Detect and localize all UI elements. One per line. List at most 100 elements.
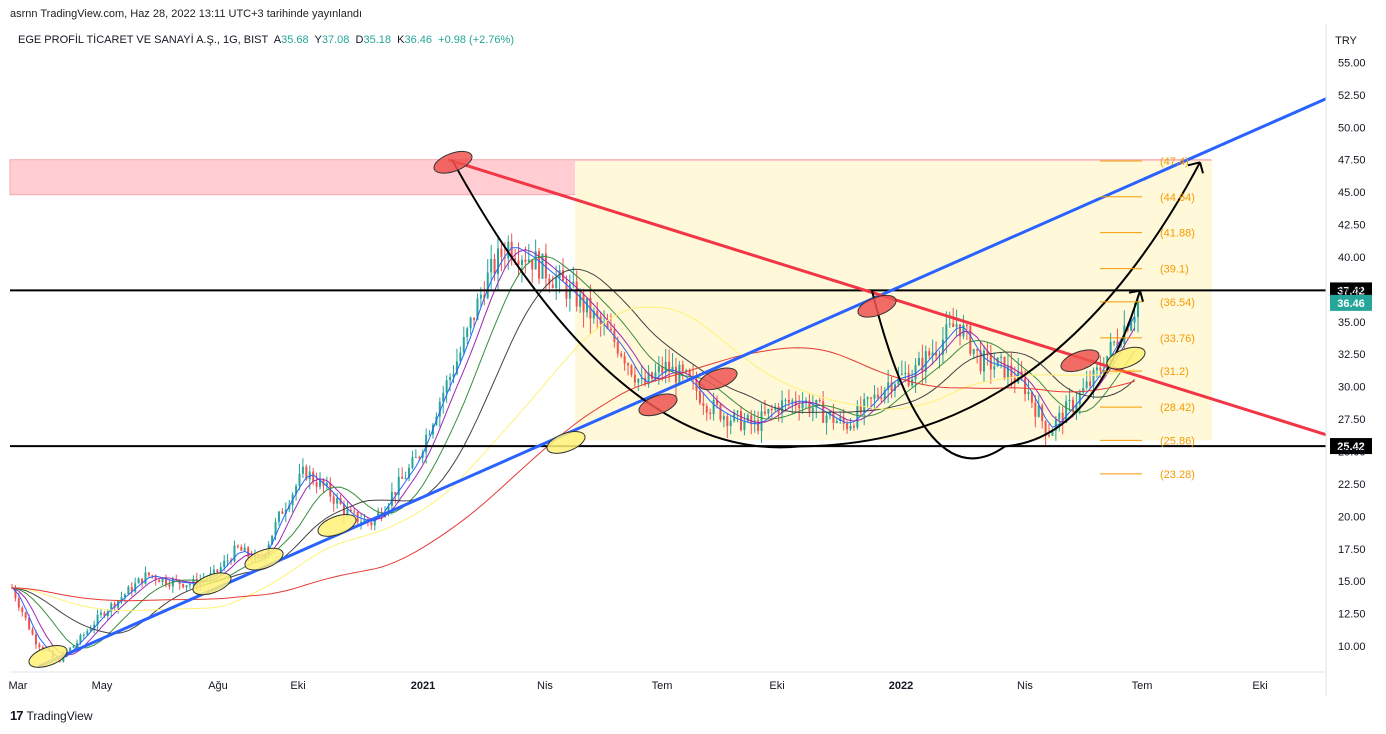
- candle-body: [825, 415, 828, 423]
- candle-body: [1048, 435, 1051, 437]
- touch-ellipse: [317, 514, 357, 537]
- candle-body: [452, 373, 455, 377]
- candle-body: [959, 324, 962, 337]
- touch-ellipse: [1106, 346, 1146, 370]
- candle-body: [637, 379, 640, 383]
- touch-ellipse: [192, 572, 232, 596]
- candle-body: [520, 259, 523, 265]
- candle-body: [729, 420, 732, 427]
- candle-body: [726, 416, 729, 427]
- candle-body: [1010, 365, 1013, 378]
- candle-body: [931, 352, 934, 356]
- fib-level-label: (39.1): [1160, 264, 1189, 276]
- brand-name: TradingView: [26, 708, 93, 723]
- candle-body: [873, 394, 876, 399]
- x-tick-label: Nis: [1017, 680, 1033, 692]
- candle-body: [846, 423, 849, 430]
- candle-body: [1013, 377, 1016, 383]
- candle-body: [798, 405, 801, 409]
- candle-body: [1092, 370, 1095, 387]
- candle-body: [1051, 430, 1054, 436]
- pivot-ellipse: [638, 393, 678, 417]
- candle-body: [103, 612, 106, 617]
- candle-body: [466, 328, 469, 338]
- candle-body: [34, 634, 37, 645]
- candle-body: [1130, 322, 1133, 331]
- y-tick-label: 47.50: [1338, 155, 1366, 167]
- candle-body: [596, 310, 599, 317]
- y-tick-label: 30.00: [1338, 382, 1366, 394]
- candle-body: [17, 598, 20, 608]
- candle-body: [1034, 402, 1037, 417]
- candle-body: [79, 635, 82, 643]
- y-tick-label: 22.50: [1338, 479, 1366, 491]
- candle-body: [651, 372, 654, 379]
- candle-body: [168, 584, 171, 587]
- candle-body: [99, 612, 102, 615]
- candle-body: [736, 411, 739, 413]
- candle-body: [808, 400, 811, 412]
- candle-body: [370, 522, 373, 526]
- candle-body: [592, 310, 595, 319]
- candle-body: [544, 253, 547, 279]
- candle-body: [223, 560, 226, 568]
- pivot-ellipse: [698, 367, 738, 391]
- candle-body: [948, 323, 951, 325]
- candle-body: [411, 457, 414, 468]
- candle-body: [387, 505, 390, 513]
- candle-body: [89, 628, 92, 632]
- candle-body: [763, 411, 766, 414]
- level-label: 25.42: [1337, 441, 1365, 453]
- candle-body: [476, 298, 479, 320]
- x-tick-label: Tem: [652, 680, 673, 692]
- candle-body: [657, 366, 660, 373]
- candle-body: [746, 415, 749, 421]
- candle-body: [301, 466, 304, 474]
- candle-body: [127, 586, 130, 595]
- y-tick-label: 55.00: [1338, 57, 1366, 69]
- candle-body: [1109, 341, 1112, 357]
- candle-body: [698, 391, 701, 404]
- candle-body: [996, 357, 999, 367]
- candle-body: [1041, 405, 1044, 422]
- footer-brand[interactable]: 17 TradingView: [10, 708, 93, 723]
- x-tick-label: Eki: [769, 680, 784, 692]
- candle-body: [630, 365, 633, 375]
- candle-body: [31, 629, 34, 635]
- candle-body: [760, 411, 763, 431]
- candle-body: [627, 363, 630, 366]
- candle-body: [647, 372, 650, 385]
- ma-long-line: [11, 306, 1135, 612]
- candle-body: [979, 350, 982, 372]
- candle-body: [319, 479, 322, 487]
- candle-body: [767, 409, 770, 414]
- candle-body: [952, 323, 955, 327]
- price-chart[interactable]: (47.4) (44.64) (41.88) (39.1) (36.54) (33.76)…: [0, 24, 1386, 696]
- candle-body: [852, 425, 855, 428]
- candle-body: [271, 535, 274, 545]
- touch-ellipse: [28, 645, 68, 668]
- candle-body: [1068, 399, 1071, 402]
- candle-body: [791, 400, 794, 403]
- candle-body: [401, 476, 404, 479]
- y-tick-label: 42.50: [1338, 220, 1366, 232]
- candle-body: [938, 354, 941, 356]
- candle-body: [709, 412, 712, 415]
- candle-body: [336, 498, 339, 504]
- candle-body: [661, 366, 664, 373]
- high-value: 37.08: [321, 34, 350, 46]
- candle-body: [538, 251, 541, 279]
- candle-body: [1037, 405, 1040, 417]
- fib-level-label: (23.28): [1160, 469, 1195, 481]
- candle-body: [668, 361, 671, 372]
- candle-body: [295, 486, 298, 495]
- candle-body: [1006, 365, 1009, 378]
- y-tick-label: 20.00: [1338, 511, 1366, 523]
- fib-level-label: (28.42): [1160, 402, 1195, 414]
- touch-ellipse: [546, 431, 586, 454]
- candle-body: [890, 382, 893, 391]
- pivot-ellipse: [1060, 349, 1100, 373]
- candle-body: [972, 349, 975, 354]
- candle-body: [935, 352, 938, 356]
- candle-body: [483, 294, 486, 298]
